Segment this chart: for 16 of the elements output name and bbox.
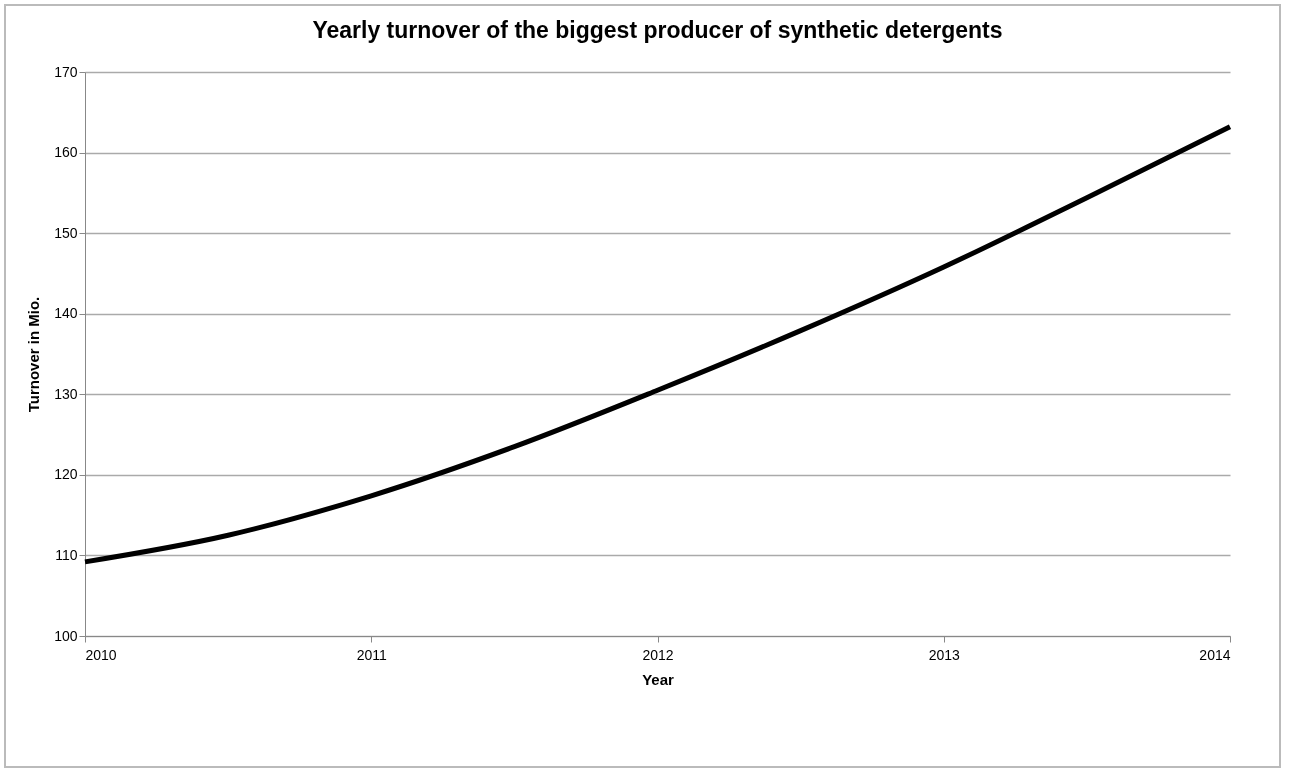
- x-tick-label: 2011: [356, 646, 388, 663]
- y-tick-label: 170: [54, 63, 78, 80]
- y-axis-title: Turnover in Mio.: [25, 296, 43, 413]
- x-tick-label: 2014: [1199, 646, 1231, 663]
- x-axis-title: Year: [642, 670, 675, 688]
- y-tick-label: 110: [55, 546, 78, 563]
- y-tick-label: 120: [54, 466, 78, 483]
- x-tick-label: 2013: [928, 646, 961, 663]
- chart-title: Yearly turnover of the biggest producer of synthetic detergents: [312, 17, 1003, 43]
- y-tick-label: 150: [54, 224, 78, 241]
- y-tick-label: 130: [54, 385, 78, 402]
- y-tick-label: 140: [54, 305, 78, 322]
- x-tick-label: 2010: [85, 646, 117, 663]
- x-tick-label: 2012: [642, 646, 674, 663]
- y-tick-label: 160: [54, 144, 78, 161]
- y-tick-label: 100: [54, 627, 78, 644]
